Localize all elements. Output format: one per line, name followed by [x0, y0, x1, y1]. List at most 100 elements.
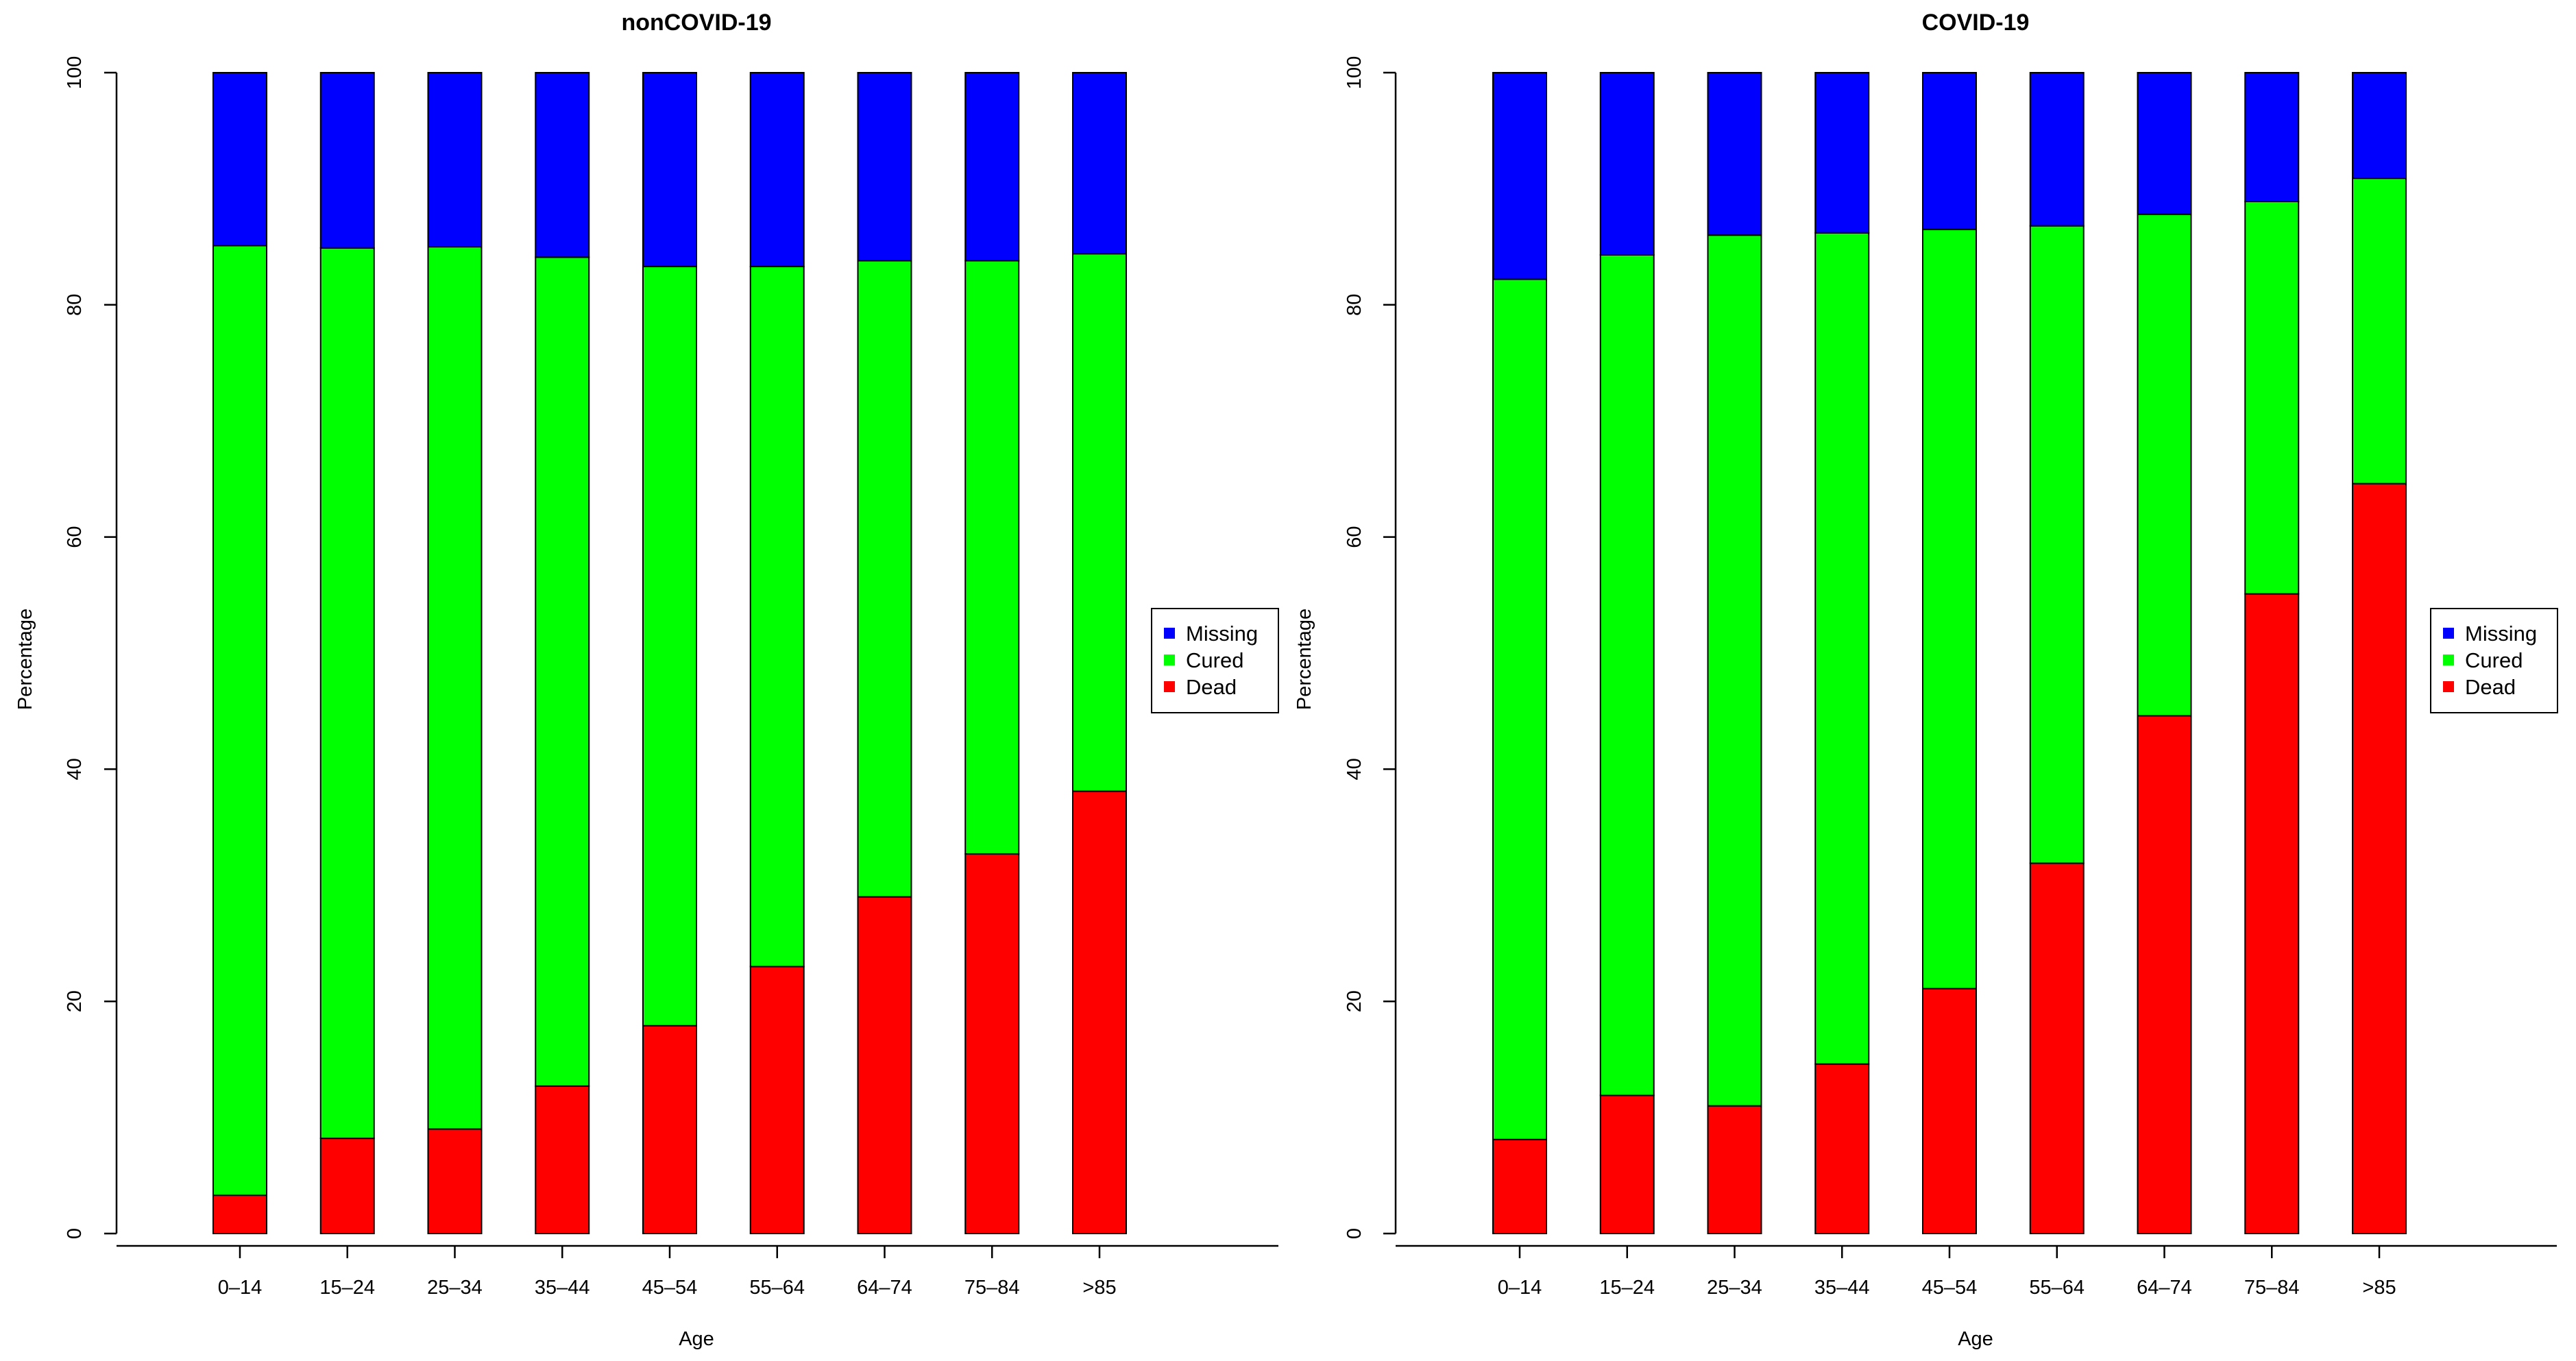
x-tick-label: 75–84: [964, 1277, 1020, 1299]
bar-segment-cured-3: [535, 256, 590, 1087]
bar-segment-dead-3: [535, 1085, 590, 1235]
bar-segment-missing-4: [642, 72, 697, 267]
bar-segment-dead-2: [427, 1128, 483, 1235]
bar-segment-cured-2: [427, 246, 483, 1130]
y-tick-label: 40: [64, 758, 86, 780]
bar-segment-cured-3: [1814, 232, 1870, 1065]
bar-segment-cured-6: [857, 260, 912, 898]
bar-segment-missing-6: [857, 72, 912, 262]
y-axis-label: Percentage: [14, 609, 36, 710]
x-tick-label: 64–74: [857, 1277, 912, 1299]
y-tick-label: 60: [64, 526, 86, 548]
bar-segment-dead-8: [1072, 790, 1127, 1235]
legend-swatch-cured: [1164, 654, 1175, 665]
bar-segment-missing-8: [1072, 72, 1127, 255]
bar-segment-dead-3: [1814, 1063, 1870, 1235]
bar-segment-missing-1: [319, 72, 375, 249]
x-tick-label: >85: [2362, 1277, 2396, 1299]
bar-segment-missing-0: [1492, 72, 1547, 280]
x-tick-label: 35–44: [1814, 1277, 1870, 1299]
bar-segment-cured-7: [964, 260, 1020, 855]
y-tick-label: 0: [64, 1228, 86, 1239]
bar-segment-missing-2: [1707, 72, 1762, 236]
y-axis-label: Percentage: [1293, 609, 1315, 710]
bar-segment-cured-1: [319, 247, 375, 1140]
bar-segment-dead-5: [2029, 862, 2085, 1234]
bar-segment-dead-7: [2244, 593, 2300, 1234]
bar-segment-missing-2: [427, 72, 483, 248]
bar-segment-cured-4: [642, 265, 697, 1027]
bar-segment-cured-5: [749, 265, 805, 968]
bar-segment-cured-4: [1922, 228, 1977, 990]
bar-segment-missing-0: [212, 72, 267, 247]
bar-segment-dead-1: [1599, 1094, 1655, 1234]
bar-segment-dead-6: [2137, 715, 2192, 1234]
bar-segment-missing-8: [2352, 72, 2407, 180]
legend-label-missing: Missing: [1186, 622, 1258, 646]
bar-segment-missing-7: [964, 72, 1020, 262]
legend-label-dead: Dead: [2465, 675, 2516, 699]
legend-swatch-dead: [2443, 681, 2454, 692]
chart-title: COVID-19: [1922, 10, 2030, 36]
y-tick-label: 100: [64, 56, 86, 89]
bar-segment-cured-8: [1072, 253, 1127, 792]
x-tick-label: 15–24: [1599, 1277, 1655, 1299]
chart-panel-noncovid: nonCOVID-19 Percentage Age 0204060801000…: [14, 10, 1279, 1350]
bar-segment-cured-0: [212, 245, 267, 1197]
x-tick-label: 64–74: [2137, 1277, 2192, 1299]
bar-segment-missing-3: [1814, 72, 1870, 234]
legend-swatch-cured: [2443, 654, 2454, 665]
chart-panel-covid: COVID-19 Percentage Age 0 20 40 60 80 100 0–14…: [1293, 10, 2558, 1350]
x-tick-label: 0–14: [1498, 1277, 1542, 1299]
bar-segment-cured-0: [1492, 278, 1547, 1140]
legend-swatch-dead: [1164, 681, 1175, 692]
bar-segment-cured-1: [1599, 254, 1655, 1096]
x-tick-label: 45–54: [1922, 1277, 1978, 1299]
x-tick-label: 25–34: [1707, 1277, 1762, 1299]
chart-marks: 0 20 40 60 80 100 0–14 15–24 25–34 35–44 45–54 55–6…: [1344, 56, 2557, 1299]
bar-segment-dead-2: [1707, 1105, 1762, 1235]
legend-label-dead: Dead: [1186, 675, 1237, 699]
x-tick-label: 0–14: [218, 1277, 263, 1299]
bar-segment-dead-8: [2352, 482, 2407, 1234]
bar-segment-dead-1: [319, 1138, 375, 1235]
bar-segment-cured-7: [2244, 201, 2300, 595]
bar-segment-dead-0: [1492, 1138, 1547, 1235]
bar-segment-missing-1: [1599, 72, 1655, 256]
x-axis-label: Age: [679, 1328, 714, 1350]
bar-segment-dead-0: [212, 1194, 267, 1235]
bar-segment-dead-7: [964, 853, 1020, 1234]
bar-segment-missing-5: [2029, 72, 2085, 227]
bar-segment-missing-6: [2137, 72, 2192, 215]
bar-segment-missing-7: [2244, 72, 2300, 203]
chart-title: nonCOVID-19: [621, 10, 771, 36]
y-tick-label: 20: [1344, 990, 1365, 1012]
bar-segment-missing-5: [749, 72, 805, 267]
y-tick-label: 20: [64, 990, 86, 1012]
legend-label-missing: Missing: [2465, 622, 2537, 646]
legend-swatch-missing: [1164, 628, 1175, 639]
x-tick-label: 35–44: [535, 1277, 590, 1299]
bar-segment-dead-4: [1922, 988, 1977, 1235]
x-tick-label: 75–84: [2244, 1277, 2300, 1299]
y-tick-label: 80: [64, 294, 86, 316]
x-tick-label: >85: [1082, 1277, 1116, 1299]
chart-marks: 0 20 40 60 80 100 0–14 15–24 25–34 35–44 45–54 55–6…: [64, 56, 1278, 1299]
legend-label-cured: Cured: [1186, 648, 1243, 672]
bar-segment-cured-8: [2352, 177, 2407, 485]
bar-segment-cured-2: [1707, 234, 1762, 1107]
legend-label-cured: Cured: [2465, 648, 2523, 672]
bar-segment-cured-6: [2137, 213, 2192, 717]
bar-segment-cured-5: [2029, 225, 2085, 864]
x-tick-label: 45–54: [642, 1277, 698, 1299]
y-tick-label: 100: [1344, 56, 1365, 89]
x-tick-label: 25–34: [427, 1277, 483, 1299]
y-tick-label: 40: [1344, 758, 1365, 780]
x-tick-label: 55–64: [749, 1277, 805, 1299]
bar-segment-dead-4: [642, 1025, 697, 1235]
x-tick-label: 15–24: [319, 1277, 375, 1299]
y-tick-label: 60: [1344, 526, 1365, 548]
x-axis-label: Age: [1958, 1328, 1993, 1350]
